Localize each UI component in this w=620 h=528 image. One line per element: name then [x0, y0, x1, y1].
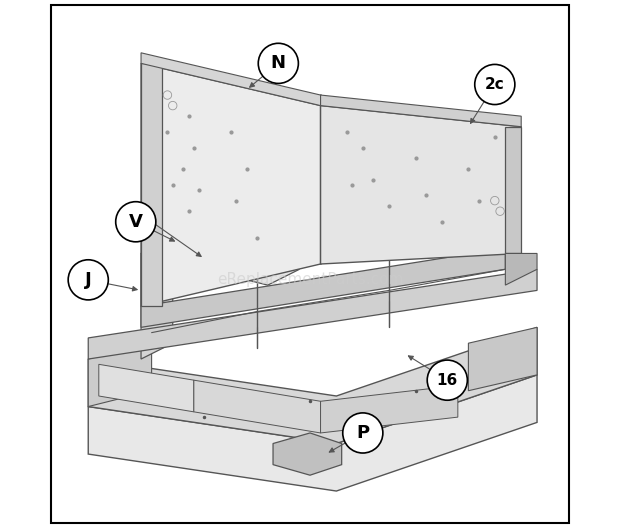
Text: 16: 16	[436, 373, 458, 388]
Polygon shape	[88, 327, 537, 444]
Polygon shape	[141, 248, 505, 327]
Polygon shape	[141, 63, 162, 306]
Polygon shape	[505, 127, 521, 253]
Circle shape	[116, 202, 156, 242]
Polygon shape	[141, 63, 321, 306]
Polygon shape	[88, 375, 537, 491]
Polygon shape	[141, 53, 321, 106]
Polygon shape	[505, 253, 537, 285]
Polygon shape	[88, 269, 537, 359]
Text: J: J	[85, 271, 92, 289]
Polygon shape	[88, 343, 152, 407]
Polygon shape	[321, 106, 521, 264]
Circle shape	[475, 64, 515, 105]
Polygon shape	[273, 433, 342, 475]
Text: N: N	[271, 54, 286, 72]
Text: eReplacementParts.com: eReplacementParts.com	[217, 272, 403, 287]
Polygon shape	[141, 238, 299, 285]
Polygon shape	[141, 238, 173, 359]
Text: 2c: 2c	[485, 77, 505, 92]
Text: P: P	[356, 424, 370, 442]
Polygon shape	[321, 385, 458, 433]
Text: V: V	[129, 213, 143, 231]
Polygon shape	[321, 95, 521, 127]
Polygon shape	[99, 364, 194, 412]
Circle shape	[68, 260, 108, 300]
Circle shape	[259, 43, 298, 83]
Circle shape	[343, 413, 383, 453]
Circle shape	[427, 360, 467, 400]
Polygon shape	[194, 380, 321, 433]
Polygon shape	[468, 327, 537, 391]
